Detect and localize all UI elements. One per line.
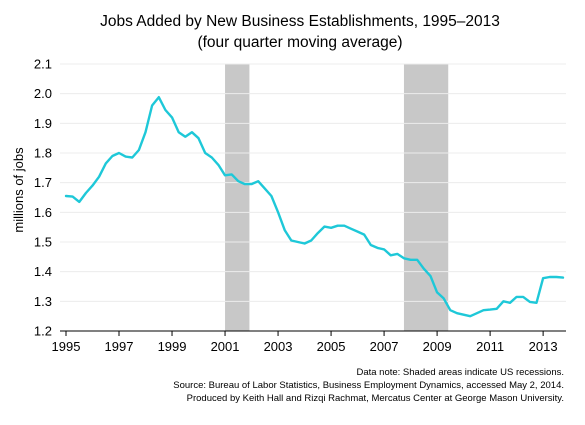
x-tick-label: 2003	[264, 339, 293, 354]
y-tick-label: 1.7	[34, 175, 52, 190]
y-tick-label: 1.6	[34, 205, 52, 220]
x-tick-label: 2013	[529, 339, 558, 354]
y-tick-label: 1.2	[34, 324, 52, 339]
y-ticks-group: 1.2 1.3 1.4 1.5 1.6 1.7 1.8 1.9 2.0 2.1	[34, 57, 52, 339]
x-tick-label: 1999	[158, 339, 187, 354]
x-ticks-group: 1995 1997 1999 2001 2003 2005 2007 2009 2011 2013	[52, 331, 558, 354]
x-tick-label: 2011	[476, 339, 504, 354]
recession-band-2	[403, 64, 449, 331]
chart-subtitle: (four quarter moving average)	[197, 34, 402, 51]
gridlines-group	[60, 63, 566, 332]
chart-title: Jobs Added by New Business Establishment…	[100, 13, 500, 30]
x-tick-label: 2007	[370, 339, 399, 354]
source-note: Source: Bureau of Labor Statistics, Busi…	[173, 380, 564, 391]
y-tick-label: 1.3	[34, 294, 52, 309]
y-tick-label: 1.9	[34, 116, 52, 131]
y-axis-label: millions of jobs	[11, 147, 26, 233]
data-note: Data note: Shaded areas indicate US rece…	[356, 367, 564, 378]
x-tick-label: 2001	[211, 339, 240, 354]
y-tick-label: 1.5	[34, 235, 52, 250]
y-tick-label: 1.4	[34, 264, 52, 279]
y-tick-label: 2.1	[34, 57, 52, 72]
series-group	[64, 96, 565, 318]
producer-note: Produced by Keith Hall and Rizqi Rachmat…	[187, 393, 564, 404]
series-line-1	[64, 96, 565, 318]
x-tick-label: 2005	[317, 339, 346, 354]
x-tick-label: 2009	[423, 339, 452, 354]
footnotes: Data note: Shaded areas indicate US rece…	[173, 367, 564, 404]
y-tick-label: 1.8	[34, 146, 52, 161]
x-tick-label: 1995	[52, 339, 81, 354]
x-tick-label: 1997	[105, 339, 134, 354]
recession-band-1	[225, 64, 250, 331]
recession-shading-group	[225, 64, 449, 331]
y-tick-label: 2.0	[34, 86, 52, 101]
